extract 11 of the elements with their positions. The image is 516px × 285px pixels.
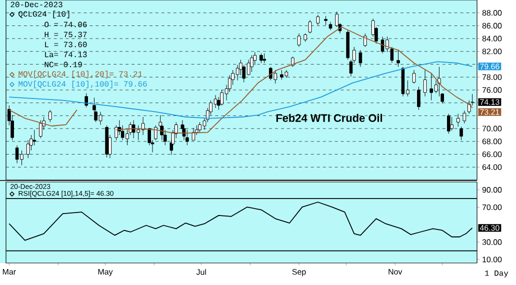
- candlestick: [358, 50, 362, 68]
- candlestick: [228, 74, 232, 92]
- candlestick: [26, 140, 30, 158]
- text: Feb24 WTI Crude Oil: [276, 114, 382, 122]
- candlestick: [412, 70, 416, 84]
- candlestick: [297, 33, 301, 48]
- candlestick: [328, 22, 332, 30]
- candlestick: [423, 70, 427, 97]
- candlestick: [462, 110, 466, 124]
- line-series: [8, 202, 473, 241]
- candlestick: [308, 20, 312, 34]
